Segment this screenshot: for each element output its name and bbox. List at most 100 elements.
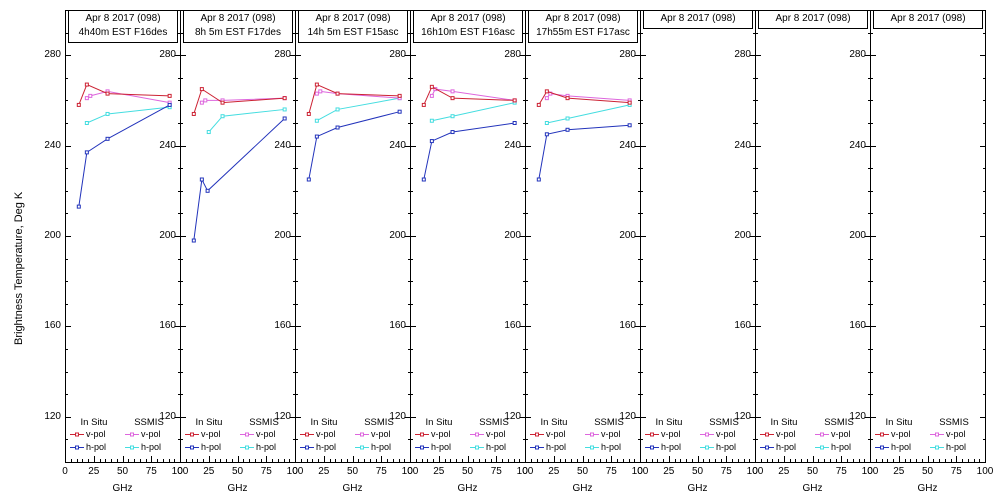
marker-ssmis_v xyxy=(450,89,455,94)
marker-in_situ_v xyxy=(627,100,632,105)
panel-1 xyxy=(180,10,296,463)
marker-in_situ_h xyxy=(335,125,340,130)
legend-marker-ssmis_h xyxy=(935,445,939,450)
series-ssmis_v xyxy=(86,90,170,104)
marker-in_situ_h xyxy=(306,177,311,182)
marker-ssmis_h xyxy=(335,107,340,112)
legend-marker-ssmis_v xyxy=(590,432,594,437)
legend-marker-in_situ_v xyxy=(305,432,309,437)
marker-in_situ_h xyxy=(199,177,204,182)
marker-in_situ_v xyxy=(450,96,455,101)
panel-frame xyxy=(525,10,641,463)
marker-ssmis_h xyxy=(450,114,455,119)
marker-ssmis_v xyxy=(544,96,549,101)
marker-ssmis_h xyxy=(105,111,110,116)
marker-ssmis_v xyxy=(318,89,323,94)
series-in_situ_h xyxy=(308,111,400,180)
legend-marker-ssmis_v xyxy=(935,432,939,437)
marker-in_situ_h xyxy=(512,121,517,125)
legend-marker-in_situ_h xyxy=(765,445,769,450)
marker-in_situ_v xyxy=(544,89,549,94)
marker-in_situ_v xyxy=(314,82,319,87)
panel-frame xyxy=(410,10,526,463)
legend-marker-ssmis_v xyxy=(360,432,364,437)
marker-in_situ_v xyxy=(421,102,426,107)
marker-in_situ_v xyxy=(282,96,287,101)
panel-frame xyxy=(870,10,986,463)
legend-marker-in_situ_h xyxy=(75,445,79,450)
marker-ssmis_v xyxy=(199,100,204,105)
marker-ssmis_h xyxy=(220,114,225,119)
legend-marker-ssmis_h xyxy=(360,445,364,450)
series-ssmis_v xyxy=(546,93,630,101)
series-ssmis_h xyxy=(431,102,515,122)
series-in_situ_h xyxy=(423,122,515,180)
panel-7 xyxy=(870,10,986,463)
panel-frame xyxy=(295,10,411,463)
marker-in_situ_h xyxy=(536,177,541,182)
legend-marker-ssmis_h xyxy=(820,445,824,450)
panel-6 xyxy=(755,10,871,463)
marker-in_situ_v xyxy=(76,102,81,107)
panel-frame xyxy=(180,10,296,463)
series-in_situ_v xyxy=(423,86,515,106)
marker-in_situ_v xyxy=(429,84,434,89)
marker-ssmis_h xyxy=(429,118,434,123)
marker-in_situ_h xyxy=(450,130,455,135)
marker-ssmis_h xyxy=(206,130,211,135)
marker-ssmis_h xyxy=(84,121,89,125)
panel-5 xyxy=(640,10,756,463)
marker-in_situ_v xyxy=(199,87,204,92)
legend-marker-ssmis_h xyxy=(705,445,709,450)
legend-marker-ssmis_v xyxy=(820,432,824,437)
legend-marker-in_situ_h xyxy=(305,445,309,450)
marker-in_situ_v xyxy=(191,111,196,116)
y-axis-title: Brightness Temperature, Deg K xyxy=(13,191,25,345)
marker-in_situ_v xyxy=(84,82,89,87)
legend-marker-in_situ_v xyxy=(420,432,424,437)
panel-2 xyxy=(295,10,411,463)
legend-marker-in_situ_h xyxy=(190,445,194,450)
marker-in_situ_v xyxy=(565,96,570,101)
marker-ssmis_v xyxy=(429,93,434,98)
legend-marker-ssmis_v xyxy=(130,432,134,437)
marker-in_situ_h xyxy=(565,127,570,132)
legend-marker-ssmis_v xyxy=(475,432,479,437)
legend-marker-ssmis_h xyxy=(130,445,134,450)
marker-in_situ_v xyxy=(306,111,311,116)
legend-marker-in_situ_h xyxy=(650,445,654,450)
marker-in_situ_v xyxy=(105,91,110,96)
marker-in_situ_v xyxy=(512,98,517,103)
legend-marker-in_situ_v xyxy=(75,432,79,437)
legend-marker-ssmis_v xyxy=(705,432,709,437)
legend-marker-in_situ_v xyxy=(535,432,539,437)
marker-in_situ_h xyxy=(84,150,89,155)
marker-in_situ_h xyxy=(627,123,632,128)
panel-frame xyxy=(65,10,181,463)
series-in_situ_h xyxy=(538,124,630,180)
marker-ssmis_v xyxy=(84,96,89,101)
marker-ssmis_v xyxy=(203,98,208,103)
marker-in_situ_h xyxy=(421,177,426,182)
marker-in_situ_h xyxy=(191,238,196,243)
marker-ssmis_v xyxy=(88,93,93,98)
legend-marker-ssmis_h xyxy=(245,445,249,450)
marker-ssmis_v xyxy=(314,91,319,96)
marker-in_situ_v xyxy=(536,102,541,107)
series-in_situ_v xyxy=(308,83,400,115)
marker-in_situ_h xyxy=(105,136,110,141)
legend-marker-in_situ_h xyxy=(535,445,539,450)
legend-marker-in_situ_v xyxy=(765,432,769,437)
panel-0 xyxy=(65,10,181,463)
marker-in_situ_h xyxy=(314,134,319,139)
series-ssmis_h xyxy=(546,104,630,124)
legend-marker-ssmis_v xyxy=(245,432,249,437)
legend-marker-in_situ_v xyxy=(650,432,654,437)
series-in_situ_v xyxy=(193,88,285,115)
legend-marker-ssmis_h xyxy=(590,445,594,450)
marker-ssmis_h xyxy=(544,121,549,125)
series-ssmis_h xyxy=(86,106,170,124)
legend-marker-in_situ_v xyxy=(190,432,194,437)
